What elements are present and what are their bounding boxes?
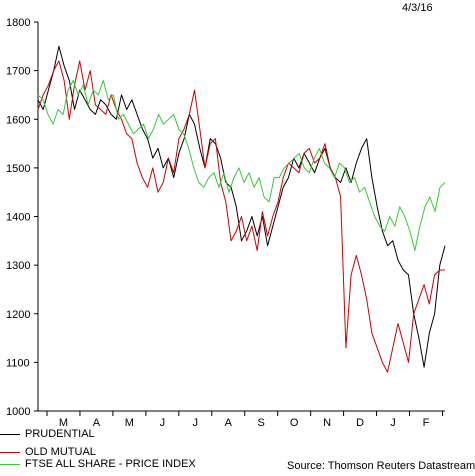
y-tick-label: 1000	[6, 406, 30, 418]
y-tick-label: 1100	[6, 357, 30, 369]
legend-item-prudential: PRUDENTIAL	[0, 428, 196, 440]
x-tick-label: J	[193, 417, 199, 429]
legend-label-ftse: FTSE ALL SHARE - PRICE INDEX	[25, 458, 196, 470]
x-tick-label: A	[93, 417, 101, 429]
series-line-old-mutual	[37, 60, 445, 373]
y-axis-ticks: 1000 1100 1200 1300 1400 1500 1600 1700 1800	[6, 17, 38, 418]
y-tick-label: 1500	[6, 163, 30, 175]
series-line-ftse-all-share-price-index	[37, 79, 446, 251]
y-tick-label: 1300	[6, 260, 30, 272]
legend-item-ftse: FTSE ALL SHARE - PRICE INDEX	[0, 458, 196, 470]
source-label: Source: Thomson Reuters Datastream	[287, 460, 475, 472]
legend: PRUDENTIAL OLD MUTUAL FTSE ALL SHARE - P…	[0, 428, 196, 470]
x-tick-label: A	[225, 417, 233, 429]
x-tick-label: D	[356, 417, 364, 429]
x-tick-label: N	[323, 417, 331, 429]
series-line-prudential	[37, 45, 446, 368]
y-tick-label: 1700	[6, 66, 30, 78]
legend-swatch-prudential	[0, 433, 20, 435]
x-tick-label: O	[290, 417, 299, 429]
legend-label-prudential: PRUDENTIAL	[25, 428, 95, 440]
y-tick-label: 1600	[6, 114, 30, 126]
legend-label-old-mutual: OLD MUTUAL	[25, 446, 96, 458]
y-tick-label: 1200	[6, 309, 30, 321]
y-tick-label: 1400	[6, 212, 30, 224]
legend-swatch-old-mutual	[0, 451, 20, 453]
y-tick-label: 1800	[6, 17, 30, 29]
legend-swatch-ftse	[0, 463, 20, 465]
x-tick-label: J	[160, 417, 166, 429]
x-tick-label: M	[59, 417, 68, 429]
x-tick-label: M	[125, 417, 134, 429]
x-tick-label: S	[258, 417, 265, 429]
date-label: 4/3/16	[402, 2, 433, 14]
legend-item-old-mutual: OLD MUTUAL	[0, 446, 196, 458]
x-tick-label: F	[423, 417, 430, 429]
x-tick-label: J	[390, 417, 396, 429]
series-group	[37, 45, 446, 373]
